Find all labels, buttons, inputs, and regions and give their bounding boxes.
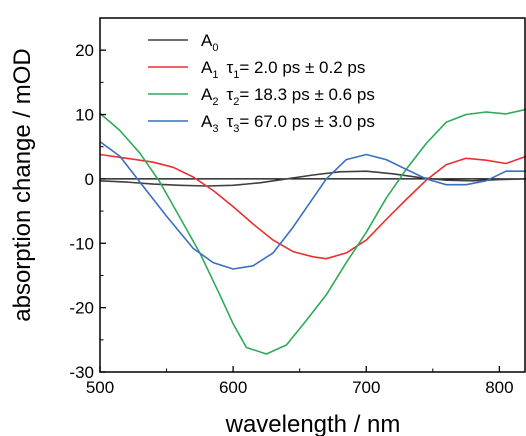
series-line-a0 [100, 170, 526, 187]
series-layer [100, 108, 526, 355]
legend-entry-a1: A1 τ1= 2.0 ps ± 0.2 ps [201, 58, 365, 81]
x-tick-label: 800 [485, 378, 513, 397]
x-axis-ticks: 500 600 700 800 [86, 366, 514, 397]
y-tick-label: -10 [69, 234, 94, 253]
y-axis-ticks: -30 -20 -10 0 10 20 [69, 41, 106, 382]
x-tick-label: 600 [219, 378, 247, 397]
y-tick-label: -30 [69, 363, 94, 382]
series-line-a1 [100, 153, 526, 260]
plot-frame [99, 17, 526, 373]
series-line-a2 [100, 108, 526, 355]
legend-entry-a0: A0 [201, 31, 218, 54]
y-tick-label: 0 [85, 170, 94, 189]
x-axis-label: wavelength / nm [225, 411, 401, 436]
series-line-a3 [100, 140, 526, 270]
y-axis-label: absorption change / mOD [9, 48, 36, 321]
legend: A0 A1 τ1= 2.0 ps ± 0.2 ps A2 τ2= 18.3 ps ± 0… [148, 31, 375, 135]
legend-entry-a3: A3 τ3= 67.0 ps ± 3.0 ps [201, 112, 375, 135]
y-tick-label: -20 [69, 299, 94, 318]
y-tick-label: 10 [75, 106, 94, 125]
x-tick-label: 500 [86, 378, 114, 397]
y-tick-label: 20 [75, 41, 94, 60]
x-tick-label: 700 [352, 378, 380, 397]
legend-entry-a2: A2 τ2= 18.3 ps ± 0.6 ps [201, 85, 375, 108]
